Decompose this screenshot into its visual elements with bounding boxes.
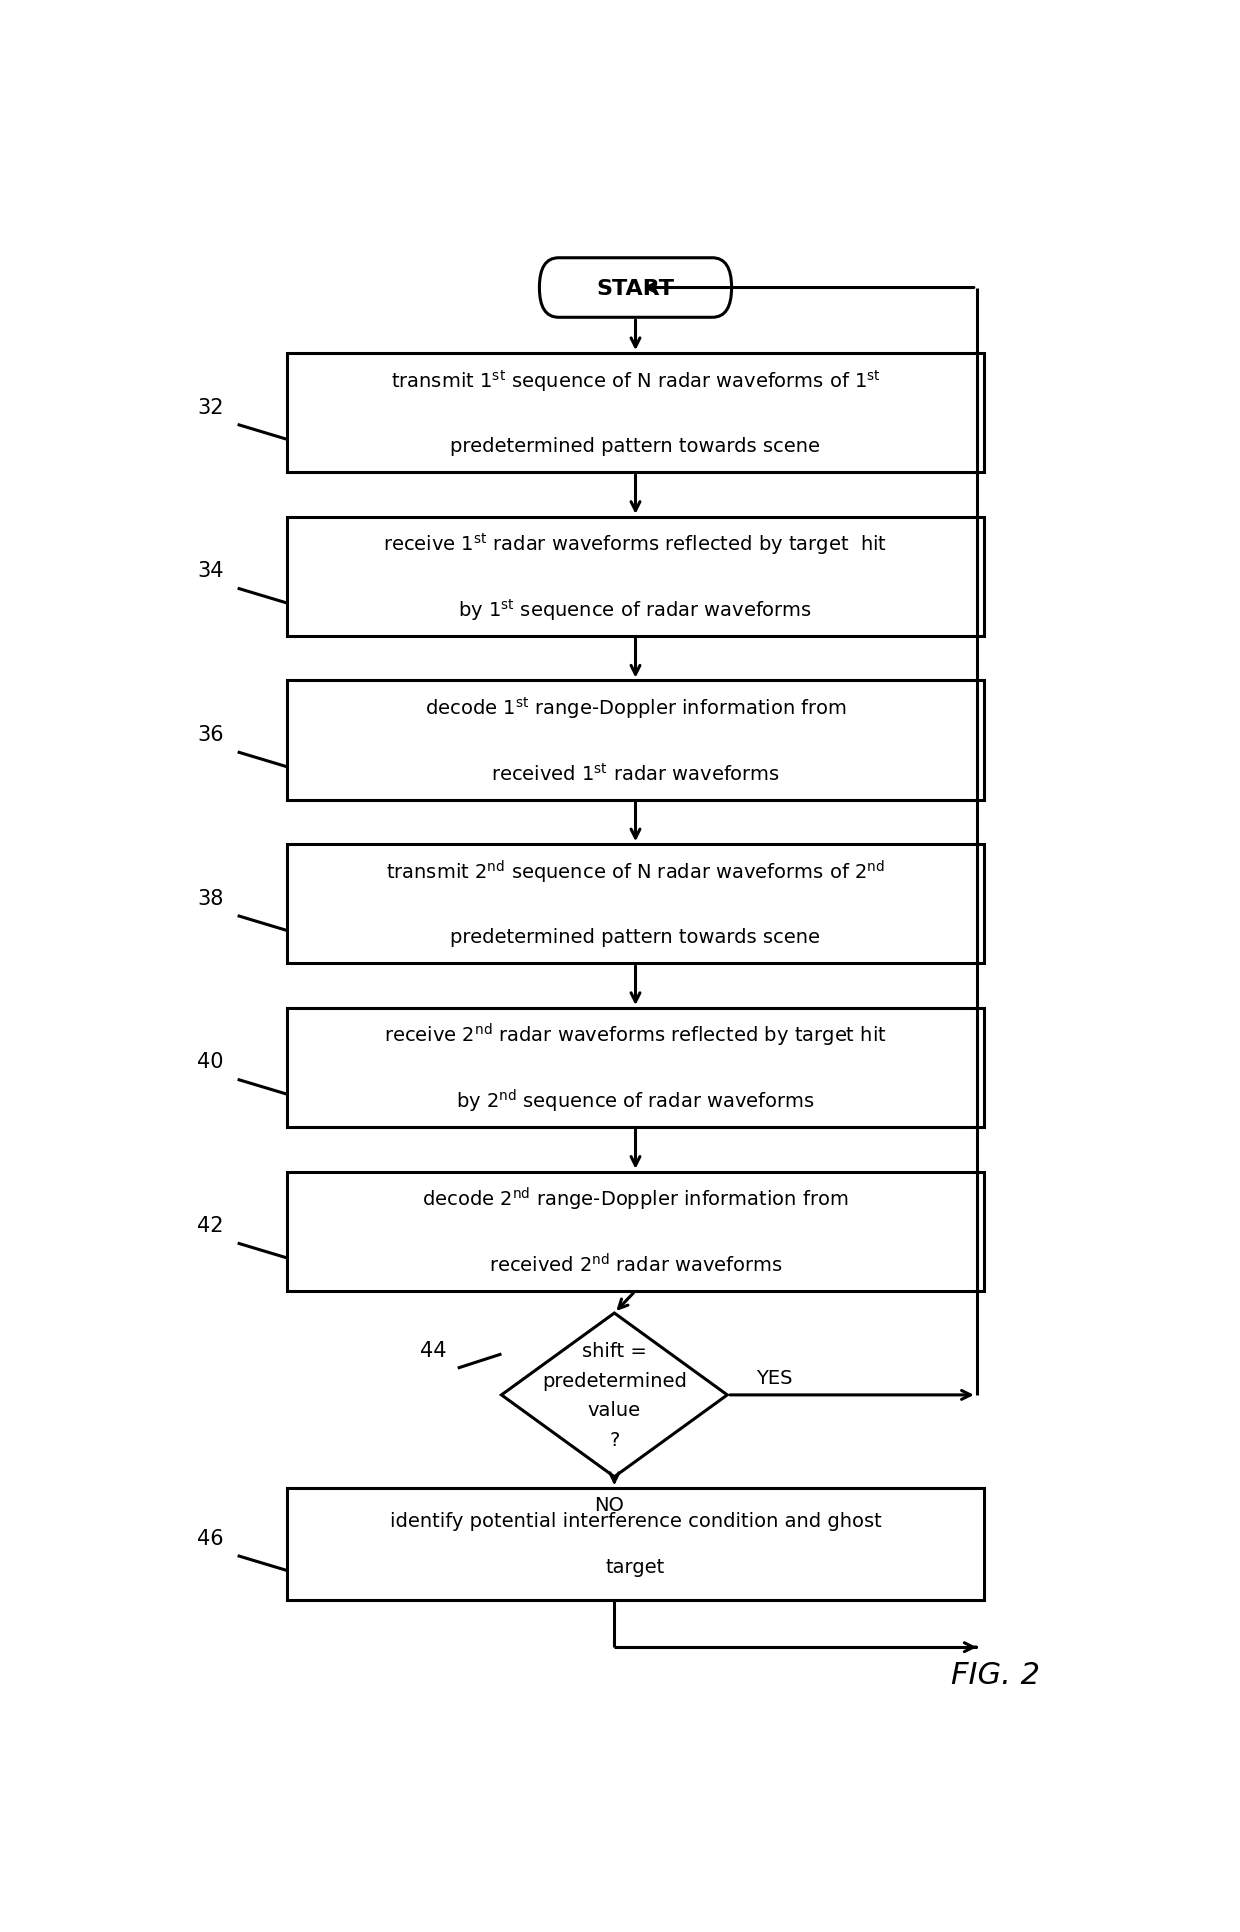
Bar (288, 1009, 983, 1128)
Text: received 1$^{\mathrm{st}}$ radar waveforms: received 1$^{\mathrm{st}}$ radar wavefor… (491, 763, 780, 784)
Text: NO: NO (595, 1495, 625, 1515)
Text: 40: 40 (197, 1051, 224, 1072)
Text: FIG. 2: FIG. 2 (951, 1660, 1040, 1689)
Text: receive 1$^{\mathrm{st}}$ radar waveforms reflected by target  hit: receive 1$^{\mathrm{st}}$ radar waveform… (383, 531, 888, 556)
Text: 36: 36 (197, 724, 224, 744)
Text: shift =: shift = (582, 1341, 647, 1360)
Text: START: START (596, 278, 675, 298)
Text: received 2$^{\mathrm{nd}}$ radar waveforms: received 2$^{\mathrm{nd}}$ radar wavefor… (489, 1252, 782, 1275)
Text: receive 2$^{\mathrm{nd}}$ radar waveforms reflected by target hit: receive 2$^{\mathrm{nd}}$ radar waveform… (384, 1022, 887, 1049)
Bar (288, 354, 983, 473)
FancyBboxPatch shape (539, 259, 732, 319)
Text: YES: YES (756, 1368, 792, 1387)
Text: transmit 2$^{\mathrm{nd}}$ sequence of N radar waveforms of 2$^{\mathrm{nd}}$: transmit 2$^{\mathrm{nd}}$ sequence of N… (386, 858, 885, 885)
Text: predetermined: predetermined (542, 1372, 687, 1389)
Text: decode 1$^{\mathrm{st}}$ range-Doppler information from: decode 1$^{\mathrm{st}}$ range-Doppler i… (424, 696, 847, 721)
Text: 32: 32 (197, 398, 224, 417)
Text: predetermined pattern towards scene: predetermined pattern towards scene (450, 437, 821, 456)
Text: by 2$^{\mathrm{nd}}$ sequence of radar waveforms: by 2$^{\mathrm{nd}}$ sequence of radar w… (456, 1088, 815, 1115)
Text: by 1$^{\mathrm{st}}$ sequence of radar waveforms: by 1$^{\mathrm{st}}$ sequence of radar w… (459, 597, 812, 622)
Text: identify potential interference condition and ghost: identify potential interference conditio… (389, 1511, 882, 1530)
Text: transmit 1$^{\mathrm{st}}$ sequence of N radar waveforms of 1$^{\mathrm{st}}$: transmit 1$^{\mathrm{st}}$ sequence of N… (391, 367, 880, 394)
Bar (288, 1173, 983, 1291)
Text: 44: 44 (420, 1341, 446, 1360)
Text: decode 2$^{\mathrm{nd}}$ range-Doppler information from: decode 2$^{\mathrm{nd}}$ range-Doppler i… (423, 1184, 848, 1213)
Bar (288, 518, 983, 636)
Text: predetermined pattern towards scene: predetermined pattern towards scene (450, 927, 821, 947)
Text: value: value (588, 1401, 641, 1420)
Text: target: target (606, 1557, 665, 1577)
Text: 46: 46 (197, 1528, 224, 1548)
Text: 38: 38 (197, 889, 224, 908)
Text: 34: 34 (197, 560, 224, 582)
Bar (288, 844, 983, 964)
Bar (288, 1488, 983, 1600)
Polygon shape (501, 1314, 728, 1476)
Bar (288, 682, 983, 800)
Text: 42: 42 (197, 1215, 224, 1236)
Text: ?: ? (609, 1430, 620, 1449)
